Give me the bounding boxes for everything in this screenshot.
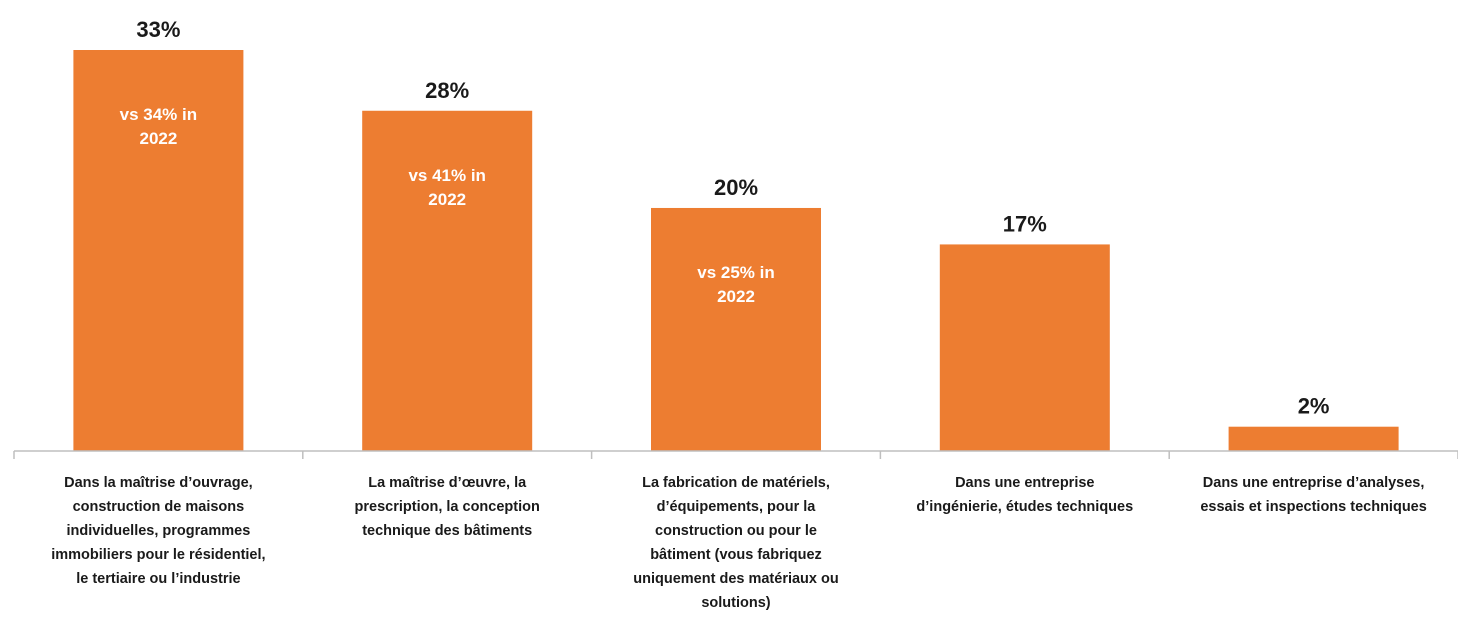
bar-value-label: 2% [1298,394,1330,419]
category-label: La maîtrise d’œuvre, la [368,475,527,491]
bar [939,244,1110,451]
bar-value-label: 20% [714,175,758,200]
category-label: Dans une entreprise [955,475,1094,491]
bar [651,207,821,451]
category-label: Dans une entreprise d’analyses, [1203,475,1425,491]
bar [362,110,533,452]
bars-group [73,50,1399,452]
x-axis [13,450,1458,459]
category-label: bâtiment (vous fabriquez [650,547,822,563]
bar-comparison-label: vs 34% in [120,105,198,124]
category-label: uniquement des matériaux ou [633,571,838,587]
category-label: solutions) [701,595,770,611]
category-label: construction de maisons [73,499,245,515]
bar-comparison-label: vs 41% in [408,166,486,185]
bar-comparison-label: 2022 [717,287,755,306]
category-label: construction ou pour le [655,523,817,539]
category-label: d’équipements, pour la [657,499,817,515]
category-label: le tertiaire ou l’industrie [76,571,240,587]
category-label: Dans la maîtrise d’ouvrage, [64,475,253,491]
bar [73,50,244,451]
bar-value-label: 17% [1003,211,1047,236]
category-label: prescription, la conception [355,499,540,515]
bar-value-label: 28% [425,78,469,103]
bar-comparison-label: vs 25% in [697,263,775,282]
category-label: La fabrication de matériels, [642,475,830,491]
category-label: technique des bâtiments [362,523,532,539]
bar-value-label: 33% [136,17,180,42]
labels-group: 33% vs 34% in 2022 Dans la maîtrise d’ouvra… [51,17,1427,611]
bar [1228,426,1399,451]
category-label: individuelles, programmes [67,523,251,539]
category-label: essais et inspections techniques [1200,499,1426,515]
bar-comparison-label: 2022 [428,190,466,209]
bar-comparison-label: 2022 [139,129,177,148]
category-label: immobiliers pour le résidentiel, [51,547,265,563]
category-label: d’ingénierie, études techniques [916,499,1133,515]
